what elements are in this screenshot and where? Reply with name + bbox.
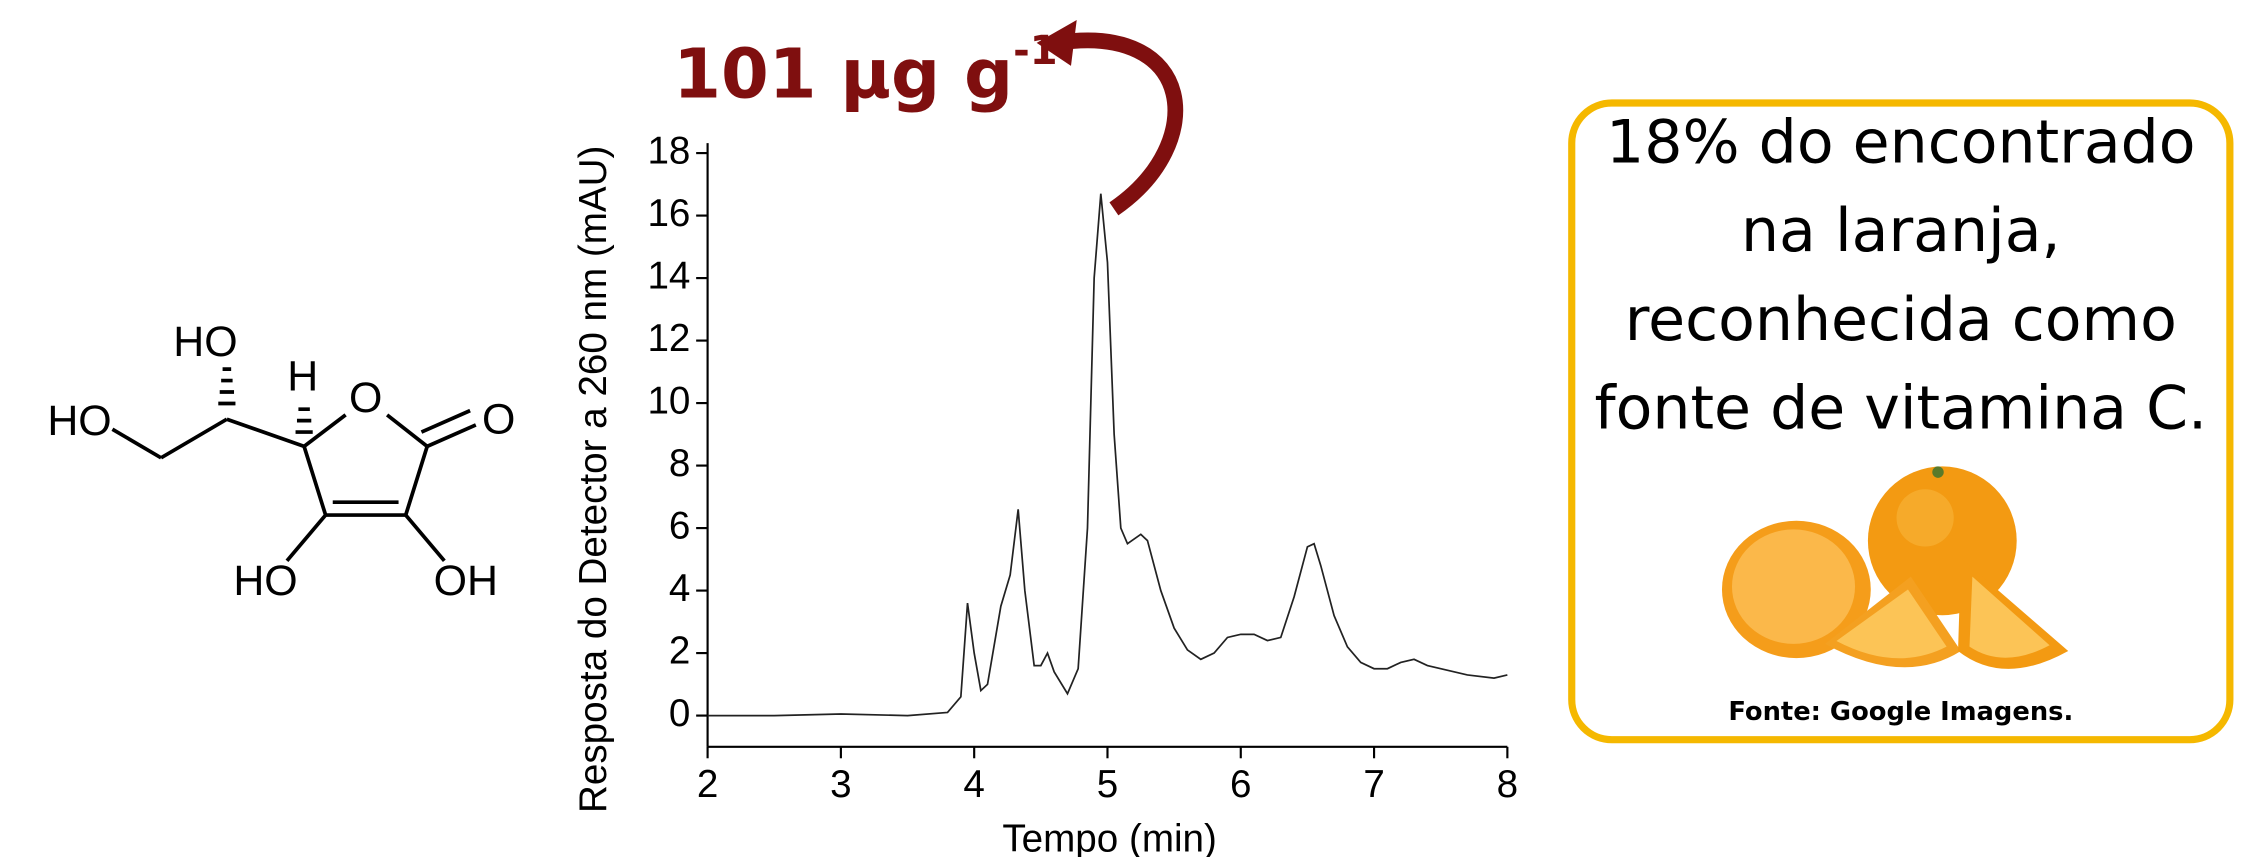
arrow (1055, 32, 1184, 216)
chart: Tempo (min) Resposta do Detector a 260 n… (572, 20, 1518, 857)
atom-label: O (349, 374, 382, 422)
y-axis-label: Resposta do Detector a 260 nm (mAU) (572, 146, 615, 813)
y-tick-label: 10 (647, 379, 690, 422)
x-axis-label: Tempo (min) (1002, 817, 1217, 857)
atom-label: O (482, 395, 515, 443)
box-text-line: na laranja, (1741, 196, 2061, 266)
y-tick-label: 2 (669, 629, 690, 672)
chromatogram-line (707, 193, 1508, 717)
x-tick-label: 4 (963, 763, 984, 806)
box-text-line: fonte de vitamina C. (1594, 374, 2207, 444)
annotation-text: 101 μg g (673, 35, 1013, 115)
x-tick-label: 6 (1230, 763, 1251, 806)
annotation-superscript: -1 (1013, 28, 1058, 74)
x-tick-label: 8 (1497, 763, 1518, 806)
annotation: 101 μg g-1 (673, 28, 1057, 115)
y-tick-label: 8 (669, 442, 690, 485)
x-tick-label: 2 (697, 763, 718, 806)
atom-label: H (287, 352, 318, 400)
atom-label: HO (233, 557, 297, 605)
y-tick-label: 4 (669, 567, 690, 610)
molecule: HO HO H O O HO OH (47, 318, 515, 605)
y-tick-label: 14 (647, 254, 690, 297)
atom-label: HO (173, 318, 237, 366)
x-tick-label: 3 (830, 763, 851, 806)
y-tick-label: 18 (647, 129, 690, 172)
source-note: Fonte: Google Imagens. (1728, 697, 2073, 727)
y-tick-label: 6 (669, 504, 690, 547)
x-tick-label: 7 (1363, 763, 1384, 806)
atom-label: HO (47, 397, 111, 445)
x-tick-label: 5 (1097, 763, 1118, 806)
y-tick-label: 12 (647, 317, 690, 360)
y-tick-label: 16 (647, 192, 690, 235)
info-box: 18% do encontrado na laranja, reconhecida … (1568, 99, 2234, 744)
box-text-line: 18% do encontrado (1606, 108, 2195, 178)
box-text-line: reconhecida como (1625, 285, 2177, 355)
y-tick-label: 0 (669, 692, 690, 735)
atom-label: OH (434, 557, 498, 605)
arrow-head (1036, 20, 1077, 66)
orange-image (1721, 466, 2069, 669)
